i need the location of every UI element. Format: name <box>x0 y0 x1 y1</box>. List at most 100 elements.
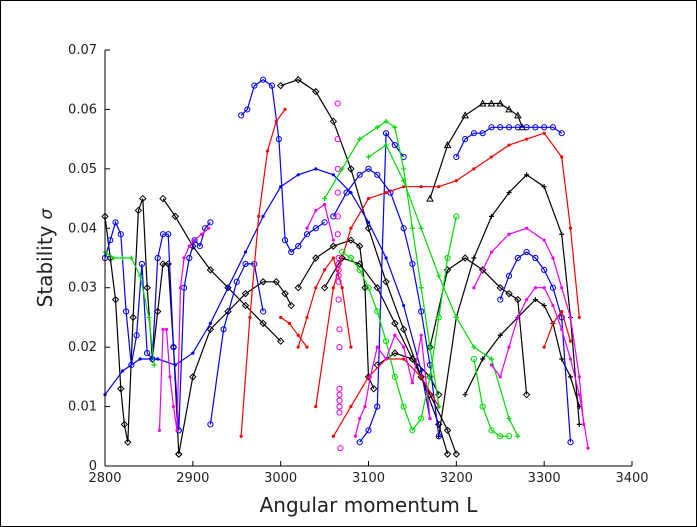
data-point <box>365 427 372 434</box>
data-point <box>159 194 167 203</box>
data-point <box>470 355 477 363</box>
data-point <box>330 213 337 220</box>
data-point <box>207 219 214 226</box>
series-2 <box>175 278 295 458</box>
data-point <box>366 196 371 201</box>
data-point <box>288 248 295 256</box>
x-tick-label: 3000 <box>264 471 297 486</box>
data-point <box>336 344 343 351</box>
data-point <box>175 450 183 458</box>
data-point <box>374 403 381 410</box>
data-point <box>471 255 477 261</box>
data-point <box>189 373 197 381</box>
data-point <box>122 308 130 315</box>
data-point <box>151 362 157 368</box>
series-9 <box>436 172 582 439</box>
data-point <box>549 284 557 291</box>
data-point <box>514 124 521 131</box>
data-point <box>382 278 390 286</box>
data-point <box>175 428 179 432</box>
series-line <box>438 174 580 437</box>
data-point <box>154 254 161 262</box>
data-point <box>383 142 389 148</box>
y-axis-title: Stability σ <box>33 207 57 307</box>
data-point <box>368 375 372 379</box>
data-point <box>462 392 468 398</box>
data-point <box>349 345 353 349</box>
data-point <box>296 173 300 177</box>
data-point <box>497 296 504 303</box>
data-point <box>314 167 318 171</box>
data-point <box>384 256 388 260</box>
data-point <box>107 237 114 244</box>
data-point <box>525 226 529 230</box>
series-14 <box>207 260 267 428</box>
data-point <box>347 165 355 173</box>
data-point <box>516 315 520 320</box>
data-point <box>143 284 151 292</box>
series-16 <box>330 165 442 440</box>
y-tick-label: 0 <box>89 459 97 474</box>
data-point <box>224 284 232 292</box>
data-point <box>191 237 198 244</box>
data-point <box>525 298 529 302</box>
data-point <box>334 165 341 172</box>
series-line <box>455 126 563 158</box>
data-point <box>577 315 581 320</box>
series-17 <box>356 130 407 446</box>
data-point <box>461 254 469 262</box>
data-point <box>314 208 318 213</box>
data-point <box>356 171 363 178</box>
data-point <box>159 260 167 268</box>
data-point <box>418 415 425 422</box>
data-point <box>496 284 504 292</box>
data-point <box>117 385 125 393</box>
plot-area <box>101 76 590 458</box>
data-point <box>497 124 504 131</box>
data-point <box>281 289 289 298</box>
data-point <box>248 315 252 320</box>
data-point <box>334 136 341 143</box>
data-point <box>243 250 248 254</box>
data-point <box>281 237 289 244</box>
data-point <box>436 404 442 410</box>
data-point <box>462 136 469 143</box>
series-10 <box>462 297 582 410</box>
series-0 <box>101 194 183 458</box>
data-point <box>349 191 353 195</box>
data-point <box>120 420 129 429</box>
data-point <box>505 272 513 279</box>
data-point <box>356 266 363 273</box>
data-point <box>373 284 381 292</box>
data-point <box>182 256 186 260</box>
data-point <box>375 345 379 349</box>
data-point <box>171 212 179 221</box>
series-28 <box>339 213 460 434</box>
data-point <box>117 231 124 238</box>
data-point <box>417 373 425 381</box>
series-12 <box>175 219 214 434</box>
data-point <box>242 260 249 268</box>
data-point <box>560 155 564 159</box>
data-point <box>275 136 283 143</box>
data-point <box>129 313 137 322</box>
data-point <box>489 250 494 254</box>
data-point <box>314 286 318 290</box>
data-point <box>334 100 341 107</box>
series-23 <box>314 131 581 409</box>
data-point <box>322 268 327 272</box>
data-point <box>331 173 335 177</box>
data-point <box>427 344 433 350</box>
data-point <box>523 248 530 256</box>
data-point <box>295 243 302 250</box>
data-point <box>559 231 565 237</box>
data-point <box>409 427 416 434</box>
data-point <box>314 404 318 409</box>
data-point <box>153 307 162 316</box>
data-point <box>524 172 530 178</box>
data-point <box>384 357 388 361</box>
data-point <box>514 254 521 262</box>
data-point <box>487 99 496 107</box>
data-point <box>244 106 251 113</box>
data-point <box>137 273 143 279</box>
